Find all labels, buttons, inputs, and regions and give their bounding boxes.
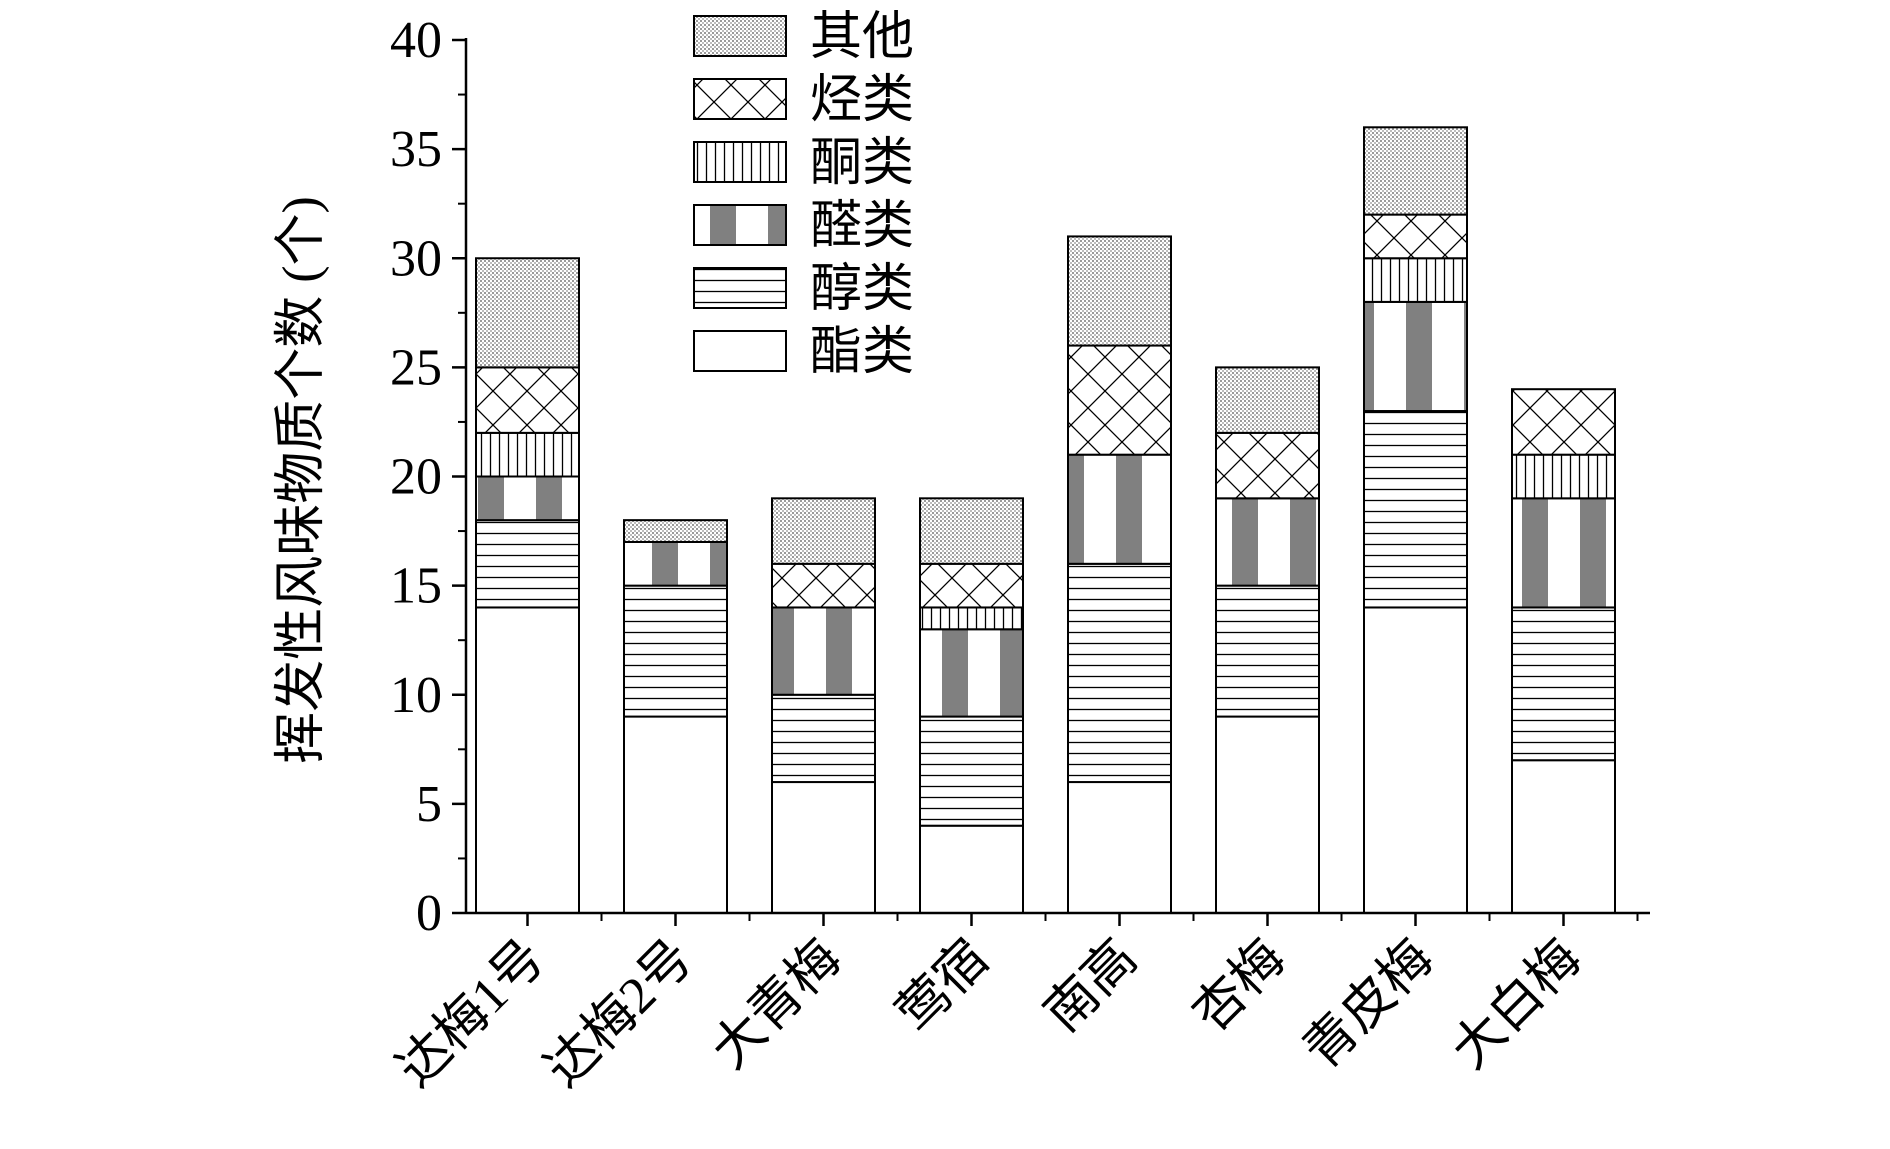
- bar-segment-4-酯类: [919, 824, 1024, 915]
- bar-segment-7-烃类: [1363, 213, 1468, 260]
- y-tick-label-25: 25: [390, 339, 442, 396]
- bar-segment-3-烃类: [771, 562, 876, 609]
- bar-segment-2-醇类: [623, 584, 728, 718]
- bar-segment-2-醛类: [623, 540, 728, 587]
- bar-segment-8-酯类: [1511, 759, 1616, 914]
- y-tick-label-40: 40: [390, 12, 442, 69]
- bar-segment-3-醛类: [771, 606, 876, 696]
- y-tick-label-20: 20: [390, 449, 442, 506]
- category-label-2: 达梅2号: [535, 929, 704, 1098]
- y-tick-label-35: 35: [390, 121, 442, 178]
- bar-segment-1-醛类: [475, 475, 580, 522]
- bar-segment-1-酮类: [475, 431, 580, 478]
- category-label-5: 南高: [1034, 929, 1148, 1043]
- bar-segment-1-烃类: [475, 366, 580, 434]
- legend-swatch-酮类: [693, 141, 787, 183]
- bar-segment-6-醛类: [1215, 497, 1320, 587]
- legend-label-醇类: 醇类: [810, 261, 914, 318]
- y-tick-label-30: 30: [390, 230, 442, 287]
- bar-segment-4-其他: [919, 497, 1024, 565]
- bar-segment-2-其他: [623, 519, 728, 543]
- legend-swatch-烃类: [693, 78, 787, 120]
- bar-segment-6-醇类: [1215, 584, 1320, 718]
- category-label-7: 青皮梅: [1293, 929, 1444, 1080]
- y-tick-label-15: 15: [390, 558, 442, 615]
- legend-label-酮类: 酮类: [810, 135, 914, 192]
- category-label-4: 莺宿: [886, 929, 1000, 1043]
- legend-label-烃类: 烃类: [810, 72, 914, 129]
- bar-segment-4-醛类: [919, 628, 1024, 718]
- bar-segment-1-酯类: [475, 606, 580, 914]
- legend-label-酯类: 酯类: [810, 324, 914, 381]
- bar-segment-5-其他: [1067, 235, 1172, 347]
- bar-segment-8-酮类: [1511, 453, 1616, 500]
- bar-segment-3-醇类: [771, 693, 876, 784]
- bar-segment-4-烃类: [919, 562, 1024, 609]
- bar-segment-7-酯类: [1363, 606, 1468, 914]
- bar-segment-5-烃类: [1067, 344, 1172, 456]
- bar-segment-5-酯类: [1067, 781, 1172, 914]
- bar-segment-7-醇类: [1363, 410, 1468, 609]
- bar-segment-4-醇类: [919, 715, 1024, 827]
- bar-segment-7-酮类: [1363, 257, 1468, 303]
- category-label-3: 大青梅: [701, 929, 852, 1080]
- bar-segment-3-其他: [771, 497, 876, 565]
- y-tick-label-5: 5: [416, 776, 442, 833]
- category-label-1: 达梅1号: [387, 929, 556, 1098]
- bar-segment-7-其他: [1363, 126, 1468, 216]
- bar-segment-6-酯类: [1215, 715, 1320, 915]
- legend-swatch-醇类: [693, 267, 787, 309]
- category-label-6: 杏梅: [1182, 929, 1296, 1043]
- legend-label-其他: 其他: [810, 9, 914, 66]
- bar-segment-5-醛类: [1067, 453, 1172, 565]
- bar-segment-6-烃类: [1215, 431, 1320, 500]
- legend-label-醛类: 醛类: [810, 198, 914, 255]
- y-tick-label-10: 10: [390, 667, 442, 724]
- legend-swatch-其他: [693, 15, 787, 57]
- bar-segment-8-烃类: [1511, 388, 1616, 456]
- y-tick-label-0: 0: [416, 885, 442, 942]
- bar-segment-3-酯类: [771, 781, 876, 914]
- bar-segment-8-醛类: [1511, 497, 1616, 609]
- bar-segment-1-其他: [475, 257, 580, 369]
- bar-segment-4-酮类: [919, 606, 1024, 631]
- bar-segment-8-醇类: [1511, 606, 1616, 762]
- category-label-8: 大白梅: [1441, 929, 1592, 1080]
- bar-segment-1-醇类: [475, 519, 580, 609]
- y-axis-title: 挥发性风味物质个数 (个): [273, 196, 330, 764]
- legend-swatch-醛类: [693, 204, 787, 246]
- bar-segment-2-酯类: [623, 715, 728, 915]
- legend-swatch-酯类: [693, 330, 787, 372]
- bar-segment-6-其他: [1215, 366, 1320, 434]
- bar-segment-7-醛类: [1363, 300, 1468, 413]
- bar-segment-5-醇类: [1067, 562, 1172, 784]
